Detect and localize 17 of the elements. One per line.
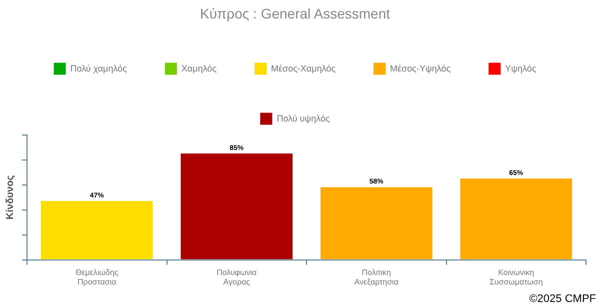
bar: [40, 201, 153, 260]
legend-label: Χαμηλός: [181, 63, 218, 74]
legend-label: Μέσος-Υψηλός: [390, 63, 452, 74]
bar: [180, 154, 293, 260]
x-tick-label: Πολιτικη Ανεξαρτησια: [354, 268, 399, 286]
x-tick-label: Πολυφωνια Αγορας: [216, 268, 258, 286]
legend-label: Υψηλός: [505, 63, 537, 74]
legend-label: Πολύ χαμηλός: [70, 63, 128, 74]
x-tick-label: Κοινωνικη Συσσωματωση: [489, 268, 543, 286]
bar: [460, 178, 572, 260]
legend-label: Μέσος-Χαμηλός: [271, 63, 336, 74]
x-tick-label: Θεμελιωδης Προστασια: [76, 268, 118, 286]
bar: [320, 187, 432, 260]
text: ©2025 CMPF: [529, 293, 596, 305]
legend-label: Πολύ υψηλός: [276, 113, 330, 124]
chart-title: Κύπρος : General Assessment: [200, 5, 390, 22]
y-axis-title: Κίνδυνος: [4, 175, 16, 220]
